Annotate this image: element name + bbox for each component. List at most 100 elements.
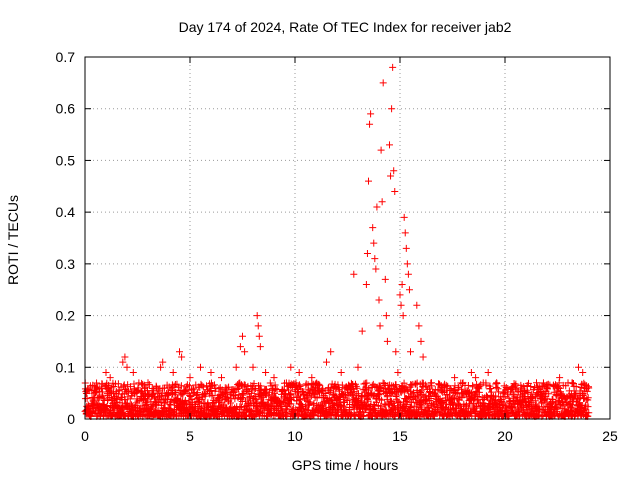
data-point (438, 384, 446, 392)
data-point (287, 363, 295, 371)
data-point-baseline (400, 379, 408, 387)
data-point-baseline (271, 389, 279, 397)
data-point-baseline (165, 391, 173, 399)
data-point-baseline (402, 401, 410, 409)
data-point (583, 384, 591, 392)
data-point-baseline (466, 388, 474, 396)
data-point-baseline (237, 395, 245, 403)
data-point-baseline (383, 393, 391, 401)
data-point-baseline (102, 405, 110, 413)
data-point-baseline (168, 384, 176, 392)
data-point (579, 368, 587, 376)
data-point (377, 146, 385, 154)
data-point-baseline (194, 389, 202, 397)
data-point (543, 384, 551, 392)
data-point-baseline (568, 404, 576, 412)
data-point (241, 348, 249, 356)
data-point-baseline (452, 390, 460, 398)
data-point-baseline (231, 395, 239, 403)
data-point (270, 374, 278, 382)
data-point-baseline (284, 386, 292, 394)
data-point-baseline (318, 401, 326, 409)
data-point-baseline (87, 409, 95, 417)
data-point-baseline (313, 393, 321, 401)
data-point-baseline (544, 380, 552, 388)
data-point (373, 203, 381, 211)
data-point (350, 270, 358, 278)
data-point-baseline (177, 382, 185, 390)
data-point (390, 167, 398, 175)
data-point (366, 120, 374, 128)
data-point (365, 177, 372, 185)
data-point-baseline (172, 388, 180, 396)
data-point-baseline (346, 403, 354, 411)
data-point-baseline (520, 394, 528, 402)
data-point (381, 275, 389, 283)
data-point-baseline (267, 410, 275, 418)
data-point (403, 260, 411, 268)
data-point-baseline (439, 389, 447, 397)
data-point (401, 229, 409, 237)
data-point-baseline (167, 401, 175, 409)
data-point-baseline (432, 408, 440, 416)
data-point-baseline (584, 394, 592, 402)
data-point (253, 312, 261, 320)
data-point-baseline (407, 381, 415, 389)
data-point-baseline (512, 380, 520, 388)
data-point (249, 363, 257, 371)
data-point (262, 368, 270, 376)
data-point-baseline (347, 379, 355, 387)
data-point-baseline (99, 400, 107, 408)
data-point (186, 374, 194, 382)
data-point-baseline (343, 396, 351, 404)
data-point-baseline (215, 385, 223, 393)
data-point-baseline (283, 410, 291, 418)
data-point-baseline (215, 398, 223, 406)
data-point-baseline (287, 400, 295, 408)
data-point-baseline (585, 409, 593, 417)
data-point-baseline (378, 396, 386, 404)
data-point (386, 141, 393, 149)
data-point-baseline (487, 385, 495, 393)
data-point (178, 353, 186, 361)
data-point-baseline (534, 412, 542, 420)
data-point (129, 368, 137, 376)
data-point-baseline (246, 393, 254, 401)
data-point-baseline (298, 387, 306, 395)
data-point-baseline (549, 395, 557, 403)
y-tick-label: 0.1 (56, 359, 76, 375)
data-point-baseline (388, 398, 396, 406)
data-point (308, 374, 316, 382)
chart-title: Day 174 of 2024, Rate Of TEC Index for r… (179, 19, 512, 35)
data-point (493, 379, 501, 387)
data-point (169, 368, 177, 376)
data-point (568, 379, 576, 387)
data-point (354, 363, 362, 371)
data-point (372, 265, 380, 273)
data-point-baseline (262, 385, 270, 393)
data-point (382, 312, 390, 320)
data-point (400, 213, 408, 221)
x-tick-label: 20 (497, 428, 513, 444)
data-point (398, 281, 406, 289)
data-point (391, 187, 399, 195)
data-point-baseline (572, 383, 580, 391)
data-point-baseline (387, 390, 395, 398)
data-point-baseline (208, 391, 216, 399)
data-point (507, 384, 515, 392)
data-point-baseline (407, 403, 415, 411)
data-point-baseline (132, 399, 140, 407)
data-point-baseline (469, 383, 477, 391)
data-point-baseline (545, 390, 553, 398)
y-axis-label: ROTI / TECUs (5, 195, 21, 285)
data-point (378, 198, 386, 206)
data-point-baseline (191, 400, 199, 408)
data-point-baseline (509, 391, 517, 399)
data-point-baseline (506, 397, 514, 405)
data-point (404, 270, 412, 278)
data-point-baseline (365, 385, 373, 393)
data-point-baseline (202, 389, 210, 397)
x-tick-label: 10 (287, 428, 303, 444)
data-point-baseline (392, 381, 400, 389)
